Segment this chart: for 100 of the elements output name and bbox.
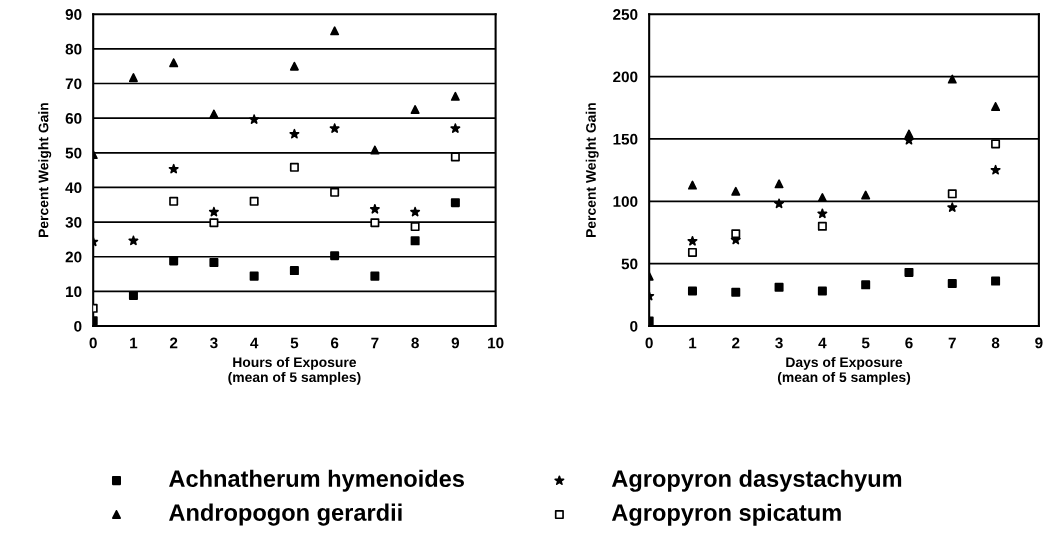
y-tick-label: 0 [630,320,638,332]
point [947,74,957,84]
y-tick-label: 50 [65,147,82,159]
x-tick-label: 8 [991,337,1000,349]
y-tick-label: 10 [66,286,82,298]
x-tick-label: 0 [645,337,653,349]
point [687,247,697,257]
legend-label: Andropogon gerardii [169,503,402,526]
point [128,73,138,83]
point [370,218,380,228]
y-tick-label: 90 [65,9,82,20]
point [209,109,219,119]
point [410,104,420,115]
x-tick-label: 1 [689,337,697,349]
x-tick-label: 0 [89,337,97,349]
point [947,202,958,212]
y-tick-label: 150 [613,133,638,145]
point [169,58,179,68]
legend-label: Achnatherum hymenoides [169,469,464,492]
y-tick-label: 200 [613,71,638,83]
point [861,280,871,290]
y-tick-label: 70 [65,78,82,90]
y-tick-label: 60 [65,113,82,124]
x-tick-label: 5 [290,337,299,349]
point [817,286,827,296]
x-axis-title: Days of Exposure (mean of 5 samples) [777,356,911,385]
point [249,271,259,281]
point [369,204,380,214]
point [817,208,828,219]
point [208,206,219,217]
x-tick-label: 3 [775,337,783,349]
y-tick-label: 50 [621,258,638,270]
point [450,123,461,133]
point [990,164,1001,175]
x-tick-label: 9 [1035,337,1043,349]
point [209,258,219,268]
x-tick-label: 6 [330,337,339,349]
x-tick-label: 7 [948,337,956,349]
point [991,102,1001,112]
x-tick-label: 5 [861,337,870,349]
point [861,190,871,200]
y-axis-title: Percent Weight Gain [585,103,599,237]
y-axis-title: Percent Weight Gain [38,103,52,237]
x-tick-label: 4 [250,337,259,349]
point [128,291,138,301]
y-tick-label: 100 [613,196,638,207]
y-tick-label: 80 [65,43,82,55]
point [731,287,741,297]
point [410,236,420,246]
point [249,196,259,206]
x-tick-label: 7 [371,337,379,349]
y-tick-label: 30 [65,216,82,228]
point [450,152,460,162]
point [817,221,827,231]
point [947,279,957,289]
point [991,139,1001,149]
point [687,286,697,296]
x-tick-label: 2 [169,337,178,349]
point [169,196,179,206]
point [687,235,698,246]
point [731,186,741,196]
point [249,114,260,124]
y-tick-label: 40 [65,182,82,194]
point [169,256,179,266]
legend-label: Agropyron dasystachyum [611,469,902,492]
point [687,180,697,190]
point [774,282,784,292]
point [410,222,420,232]
x-tick-label: 2 [732,337,740,349]
point [370,145,380,155]
point [329,123,340,133]
x-tick-label: 6 [905,337,913,349]
y-tick-label: 0 [74,320,82,332]
point [330,187,340,197]
point [450,91,460,101]
point [128,235,139,246]
point [209,218,219,228]
x-tick-label: 10 [488,337,504,349]
point [947,189,957,199]
point [450,198,460,208]
x-tick-label: 8 [411,337,419,349]
x-tick-label: 3 [210,337,218,349]
x-tick-label: 1 [130,337,138,349]
point [731,229,741,239]
point [774,179,784,189]
legend-label: Agropyron spicatum [611,503,841,526]
point [168,163,179,174]
point [289,128,300,139]
point [904,267,914,277]
point [289,162,299,172]
x-axis-title: Hours of Exposure (mean of 5 samples) [228,356,361,385]
point [289,266,299,276]
point [330,251,340,261]
point [289,61,299,71]
point [330,26,340,36]
x-tick-label: 9 [451,337,460,349]
point [410,206,421,217]
y-tick-label: 250 [613,9,638,20]
point [774,198,785,209]
x-tick-label: 4 [818,337,827,349]
